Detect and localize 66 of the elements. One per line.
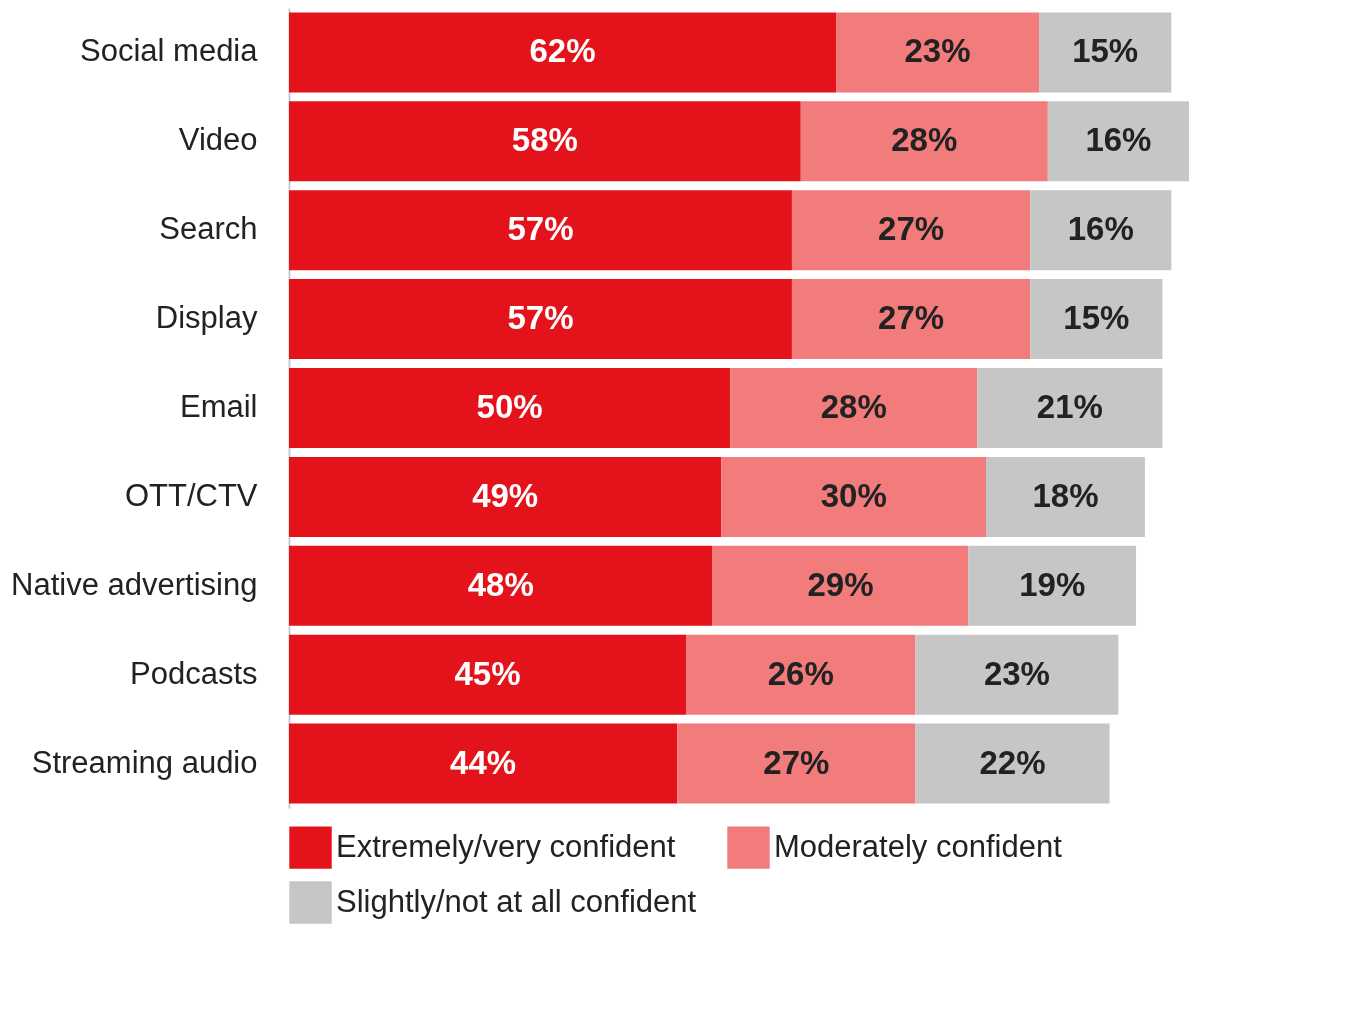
bar [800,101,1048,182]
bar [289,634,687,715]
bar [289,723,678,804]
data-label: 23% [904,32,971,70]
data-label: 28% [891,121,958,159]
bar [289,190,792,271]
bar [289,545,713,626]
data-label: 44% [450,743,517,781]
bar [686,634,916,715]
bar [836,12,1039,93]
data-label: 29% [807,565,874,603]
data-label: 30% [820,476,887,514]
bar [677,723,916,804]
bar [712,545,969,626]
bar [968,545,1137,626]
bar [289,279,792,360]
data-label: 27% [878,210,945,248]
bar [986,456,1145,537]
legend-label: Slightly/not at all confident [336,883,697,919]
bar [289,101,801,182]
y-tick-label: OTT/CTV [124,477,258,513]
data-label: 28% [820,388,887,425]
data-label: 58% [511,121,578,159]
data-label: 15% [1072,32,1139,70]
data-label: 49% [472,476,539,514]
bar [915,634,1119,715]
data-label: 18% [1032,476,1099,514]
bar [289,12,837,93]
data-label: 23% [983,654,1050,692]
data-label: 62% [529,32,596,70]
bar [791,279,1031,360]
y-tick-label: Podcasts [129,655,258,691]
y-tick-label: Native advertising [11,566,258,602]
data-label: 50% [476,388,543,425]
bar [1030,279,1163,360]
legend-label: Moderately confident [774,828,1063,864]
bar [915,723,1110,804]
bar [721,456,987,537]
bar [1039,12,1172,93]
y-tick-label: Display [155,300,258,336]
bar [730,368,978,448]
data-label: 57% [507,210,574,248]
bar [289,368,731,448]
data-label: 26% [767,654,834,692]
data-label: 21% [1036,388,1103,425]
data-label: 48% [467,565,534,603]
bar [289,456,722,537]
data-label: 16% [1085,121,1152,159]
data-label: 16% [1067,210,1134,248]
bar [1030,190,1172,271]
data-label: 19% [1019,565,1086,603]
bar [977,368,1163,448]
bar [791,190,1031,271]
y-tick-label: Social media [80,33,259,69]
legend-label: Extremely/very confident [336,828,676,864]
data-label: 22% [979,743,1046,781]
data-label: 15% [1063,299,1130,337]
y-tick-label: Video [178,122,258,158]
data-label: 27% [763,743,830,781]
data-label: 27% [878,299,945,337]
data-label: 45% [454,654,521,692]
y-tick-label: Email [179,389,258,424]
y-tick-label: Streaming audio [31,744,258,780]
data-label: 57% [507,299,574,337]
y-tick-label: Search [159,211,258,247]
bar [1047,101,1189,182]
